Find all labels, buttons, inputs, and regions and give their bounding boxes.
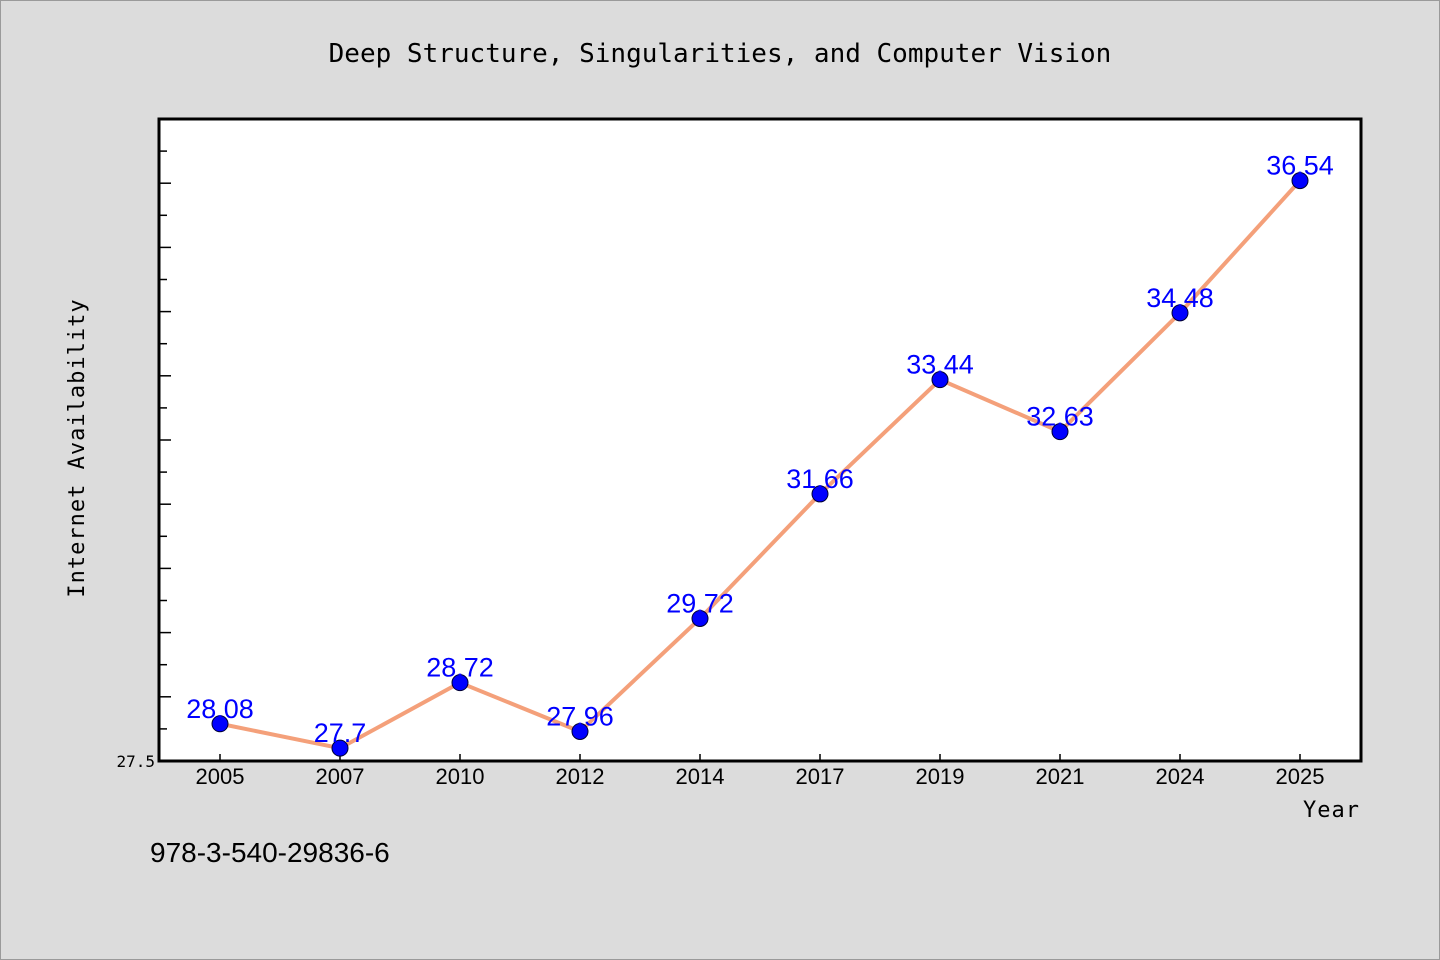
data-point — [691, 609, 709, 627]
data-point — [1171, 304, 1189, 322]
data-point — [211, 715, 229, 733]
series-line-group — [219, 179, 1302, 751]
y-tick-label: 27.5 — [116, 752, 155, 771]
data-label: 28.72 — [426, 653, 494, 683]
data-label: 31.66 — [786, 464, 854, 494]
data-point — [811, 485, 829, 503]
data-label: 32.63 — [1026, 402, 1094, 432]
data-label: 28.08 — [186, 694, 254, 724]
data-label: 34.48 — [1146, 283, 1214, 313]
data-label: 27.96 — [546, 701, 614, 731]
data-point — [331, 739, 349, 757]
data-label: 29.72 — [666, 588, 734, 618]
x-tick-label: 2007 — [316, 764, 365, 789]
x-tick-label: 2025 — [1276, 764, 1325, 789]
y-axis-ticks: 27.5 — [116, 150, 171, 771]
data-label: 27.7 — [314, 718, 367, 748]
x-tick-label: 2010 — [436, 764, 485, 789]
series-line — [219, 179, 1302, 751]
x-tick-label: 2017 — [796, 764, 845, 789]
data-point — [451, 674, 469, 692]
data-label: 33.44 — [906, 350, 974, 380]
data-point — [1291, 172, 1309, 190]
x-tick-label: 2005 — [196, 764, 245, 789]
data-points — [211, 172, 1309, 757]
x-tick-label: 2014 — [676, 764, 725, 789]
x-tick-label: 2012 — [556, 764, 605, 789]
x-tick-label: 2021 — [1036, 764, 1085, 789]
data-label: 36.54 — [1266, 151, 1334, 181]
x-axis-title: Year — [1303, 798, 1360, 823]
data-labels: 28.08 27.7 28.72 27.96 29.72 31.66 33.44 32.63 3… — [186, 151, 1334, 749]
data-point — [571, 722, 589, 740]
x-tick-label: 2024 — [1156, 764, 1205, 789]
x-tick-label: 2019 — [916, 764, 965, 789]
y-axis-title: Internet Availability — [65, 298, 90, 597]
chart-title: Deep Structure, Singularities, and Compu… — [329, 39, 1112, 69]
x-axis-ticks: 2005 2007 2010 2012 2014 2017 2019 2021 2024 2025 — [196, 754, 1325, 789]
data-point — [1051, 423, 1069, 441]
isbn-text: 978-3-540-29836-6 — [150, 837, 390, 868]
plot-area — [157, 117, 1363, 763]
data-point — [931, 371, 949, 389]
